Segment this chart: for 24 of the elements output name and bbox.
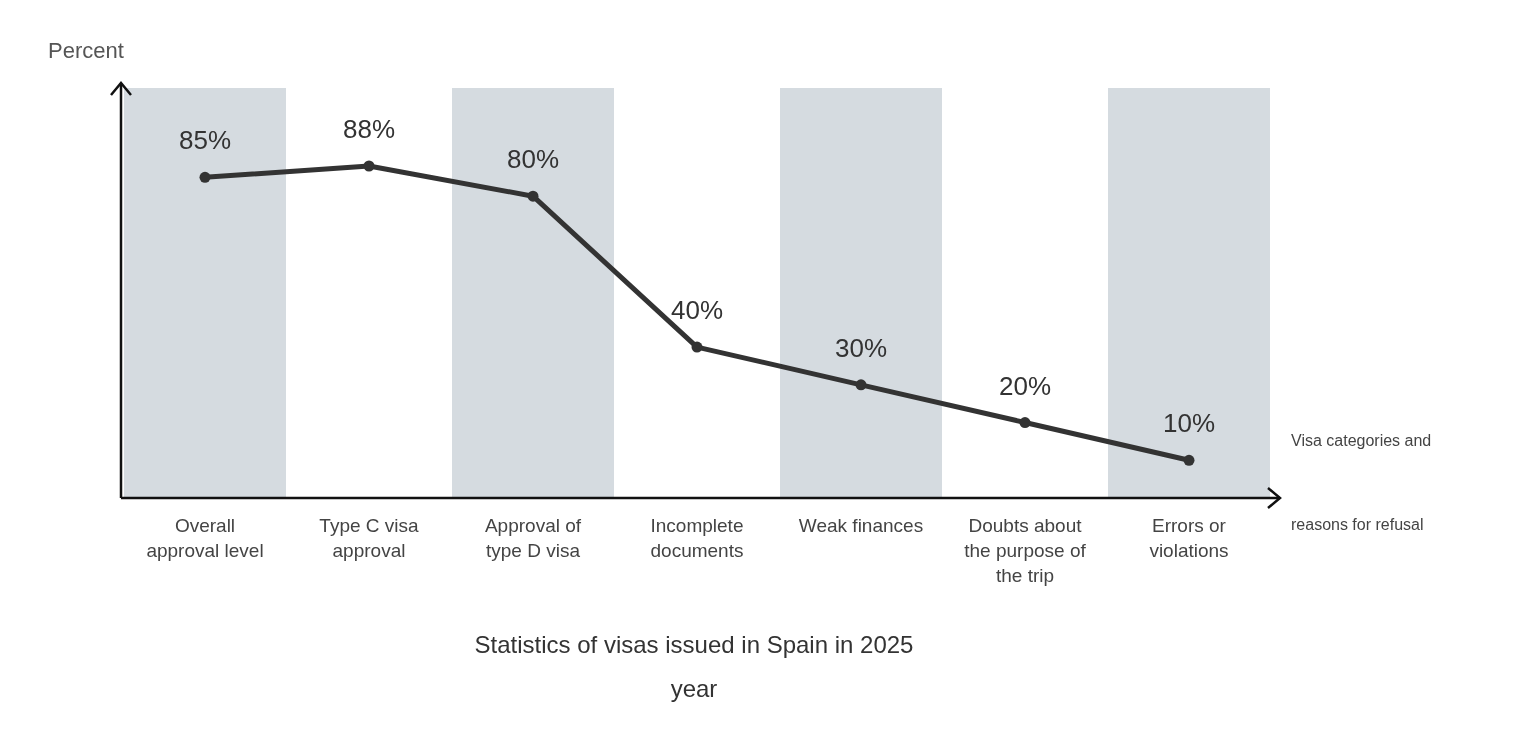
point: [691, 341, 703, 353]
point: [1183, 454, 1195, 466]
x-tick-label: Doubts about the purpose of the trip: [964, 515, 1087, 586]
point: [855, 379, 867, 391]
data-label: 10%: [1162, 408, 1216, 439]
data-label: 85%: [178, 125, 232, 156]
x-tick-label: Incomplete documents: [650, 515, 744, 561]
data-label: 20%: [998, 370, 1052, 401]
data-label: 30%: [834, 332, 888, 363]
data-label: 40%: [670, 295, 724, 326]
text: Statistics of visas issued in Spain in 2025 year: [474, 631, 914, 702]
text: Visa categories and reasons for refusal: [1291, 432, 1432, 533]
point: [1019, 417, 1031, 429]
point: [363, 160, 375, 172]
data-label: 88%: [342, 114, 396, 144]
data-label: 80%: [506, 144, 560, 175]
point: [527, 190, 539, 202]
x-tick-label: Weak finances: [798, 515, 924, 536]
x-tick-label: Type C visa approval: [319, 515, 420, 561]
x-tick-label: Errors or violations: [1149, 515, 1229, 561]
y-axis-title: Percent: [48, 38, 124, 63]
point: [199, 171, 211, 183]
x-tick-label: Overall approval level: [146, 515, 264, 561]
x-tick-label: Approval of type D visa: [484, 515, 582, 561]
